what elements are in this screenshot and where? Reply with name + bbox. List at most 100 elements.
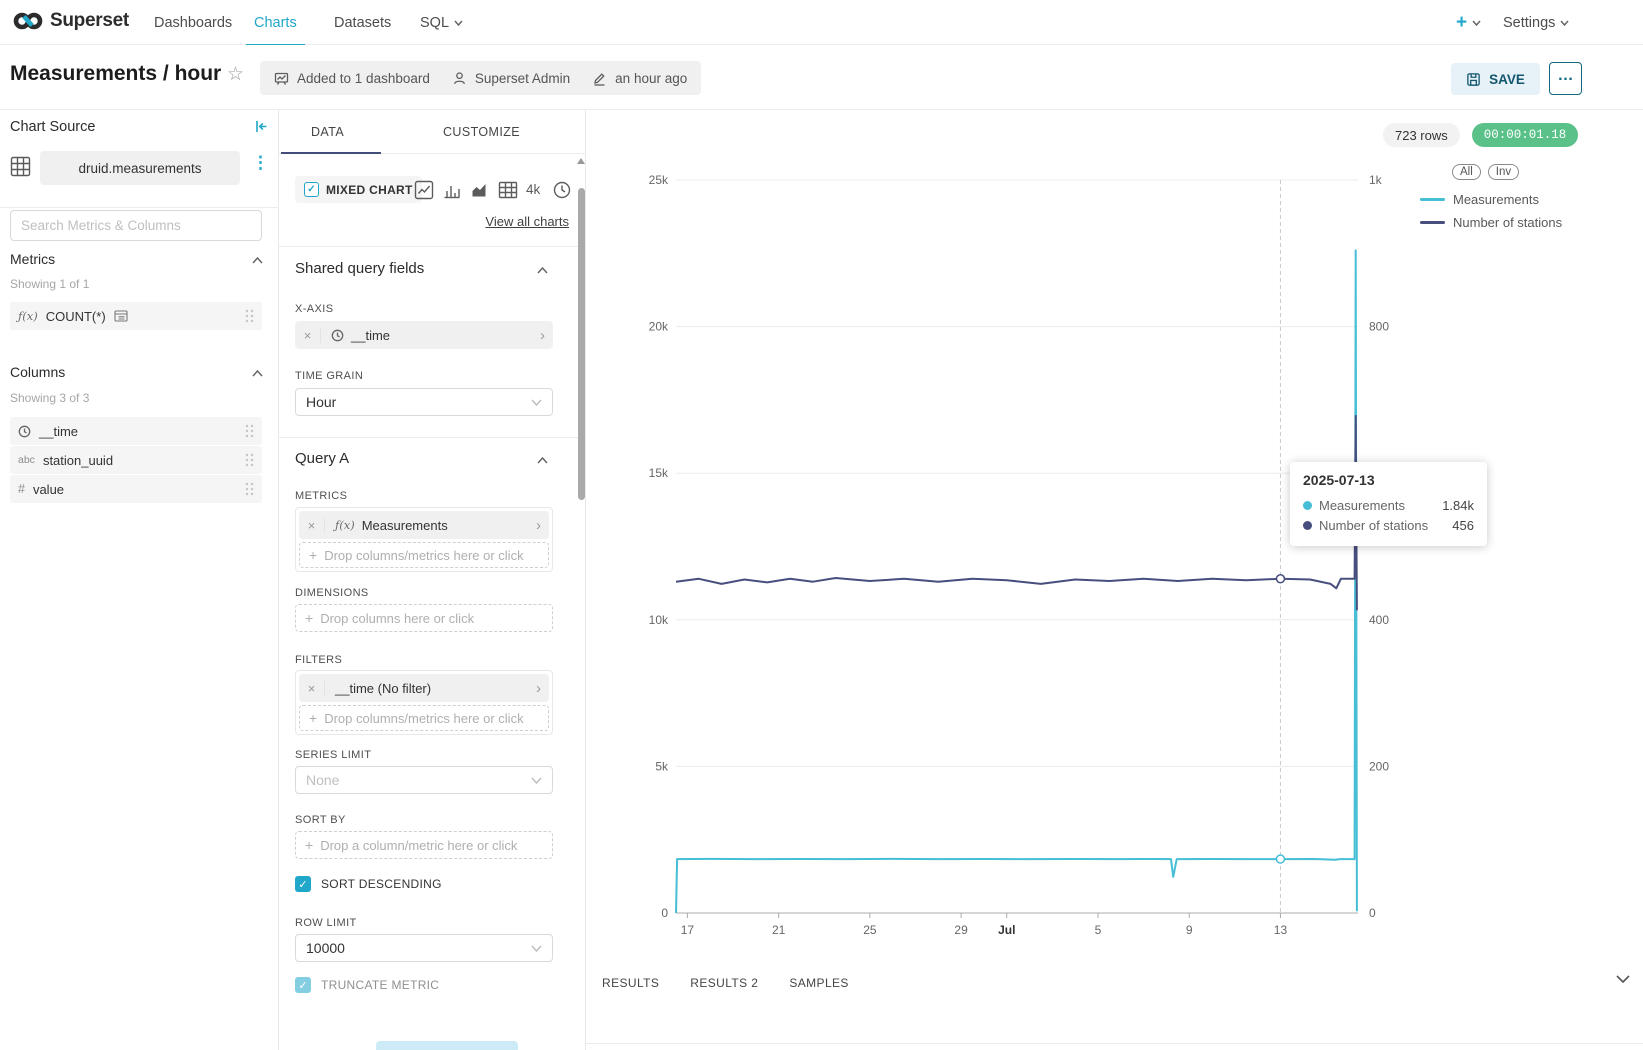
remove-icon[interactable]: ×	[299, 517, 325, 533]
tab-data[interactable]: DATA	[311, 125, 345, 139]
favorite-star-icon[interactable]: ☆	[227, 64, 245, 85]
collapse-results-icon[interactable]	[1615, 974, 1631, 984]
drag-handle-icon[interactable]	[245, 453, 254, 467]
series-limit-select[interactable]: None	[295, 766, 553, 794]
scrollbar-thumb[interactable]	[578, 188, 585, 500]
series-limit-label: SERIES LIMIT	[295, 749, 372, 761]
legend-inv-button[interactable]: Inv	[1487, 164, 1520, 180]
viz-line-chart-icon[interactable]	[414, 180, 434, 200]
dashboard-board-icon	[274, 72, 289, 85]
chevron-up-icon[interactable]	[252, 257, 263, 264]
plus-icon: +	[309, 547, 318, 563]
collapse-panel-icon[interactable]	[254, 119, 269, 134]
sort-by-dropzone[interactable]: + Drop a column/metric here or click	[295, 831, 553, 859]
viz-time-icon[interactable]	[552, 180, 572, 200]
row-limit-select[interactable]: 10000	[295, 934, 553, 962]
column-item-station-uuid[interactable]: abc station_uuid	[10, 446, 262, 474]
filter-pill[interactable]: × __time (No filter) ›	[299, 674, 549, 702]
chevron-up-icon[interactable]	[537, 457, 548, 464]
dimensions-label: DIMENSIONS	[295, 587, 369, 599]
dataset-options-icon[interactable]: ⋮	[252, 153, 270, 172]
metric-card-icon	[114, 310, 128, 322]
chevron-up-icon[interactable]	[537, 267, 548, 274]
tab-samples[interactable]: SAMPLES	[789, 976, 849, 990]
viz-bar-chart-icon[interactable]	[442, 180, 462, 200]
new-item-button[interactable]: +	[1440, 0, 1497, 45]
panel-scrollbar[interactable]	[577, 156, 586, 1050]
time-grain-select[interactable]: Hour	[295, 388, 553, 416]
function-icon: ƒ(x)	[18, 309, 38, 323]
divider	[0, 207, 279, 208]
sort-descending-checkbox[interactable]: ✓ SORT DESCENDING	[295, 876, 442, 892]
filters-dropzone[interactable]: + Drop columns/metrics here or click	[299, 705, 549, 731]
remove-icon[interactable]: ×	[299, 680, 325, 696]
plus-icon: +	[305, 610, 314, 626]
viz-type-selected[interactable]: ✓ MIXED CHART	[295, 176, 422, 203]
x-axis-pill[interactable]: × __time ›	[295, 321, 553, 349]
metric-item-count[interactable]: ƒ(x) COUNT(*)	[10, 302, 262, 330]
svg-text:0: 0	[1369, 906, 1376, 920]
function-icon: ƒ(x)	[335, 518, 355, 532]
control-tabs: DATA CUSTOMIZE	[279, 110, 586, 154]
results-bar: RESULTS RESULTS 2 SAMPLES	[586, 966, 1643, 1044]
divider	[279, 246, 586, 247]
search-input[interactable]	[10, 210, 262, 241]
viz-area-chart-icon[interactable]	[470, 180, 490, 200]
nav-item-sql[interactable]: SQL	[404, 0, 479, 45]
column-item-time[interactable]: __time	[10, 417, 262, 445]
row-limit-label: ROW LIMIT	[295, 917, 357, 929]
results-tabs: RESULTS RESULTS 2 SAMPLES	[602, 976, 849, 990]
pencil-edit-icon	[594, 72, 605, 86]
metrics-dropzone[interactable]: + Drop columns/metrics here or click	[299, 542, 549, 568]
query-a-title[interactable]: Query A	[295, 450, 350, 467]
legend-item-stations[interactable]: Number of stations	[1420, 215, 1562, 230]
tab-results-2[interactable]: RESULTS 2	[690, 976, 759, 990]
last-modified-meta[interactable]: an hour ago	[592, 71, 687, 86]
legend-item-measurements[interactable]: Measurements	[1420, 192, 1562, 207]
column-item-value[interactable]: # value	[10, 475, 262, 503]
caret-down-icon	[454, 20, 463, 26]
navbar: Superset Dashboards Charts Datasets SQL …	[0, 0, 1643, 46]
metric-pill[interactable]: × ƒ(x) Measurements ›	[299, 511, 549, 539]
tab-customize[interactable]: CUSTOMIZE	[443, 125, 520, 139]
svg-text:25: 25	[863, 923, 877, 937]
superset-logo[interactable]: Superset	[12, 7, 129, 35]
legend-all-button[interactable]: All	[1452, 164, 1481, 180]
svg-text:200: 200	[1369, 759, 1389, 773]
drag-handle-icon[interactable]	[245, 482, 254, 496]
scroll-up-arrow-icon[interactable]	[577, 158, 585, 164]
save-floppy-icon	[1467, 72, 1480, 86]
svg-text:9: 9	[1186, 923, 1193, 937]
view-all-charts-link[interactable]: View all charts	[485, 214, 569, 229]
dimensions-dropzone[interactable]: + Drop columns here or click	[295, 604, 553, 632]
nav-item-charts[interactable]: Charts	[238, 0, 313, 46]
svg-text:29: 29	[954, 923, 968, 937]
user-icon	[453, 71, 465, 84]
number-type-icon: #	[18, 482, 25, 496]
tab-results[interactable]: RESULTS	[602, 976, 660, 990]
drag-handle-icon[interactable]	[245, 424, 254, 438]
tooltip-row-stations: Number of stations 456	[1303, 515, 1474, 535]
settings-menu[interactable]: Settings	[1487, 0, 1585, 45]
metrics-section-title: Metrics	[10, 251, 56, 267]
dataset-name[interactable]: druid.measurements	[40, 151, 240, 185]
svg-text:800: 800	[1369, 320, 1389, 334]
nav-item-dashboards[interactable]: Dashboards	[154, 14, 233, 31]
viz-4k-icon[interactable]: 4k	[526, 182, 541, 197]
dashboards-meta[interactable]: Added to 1 dashboard	[274, 71, 430, 86]
columns-section-title: Columns	[10, 364, 66, 380]
chevron-up-icon[interactable]	[252, 370, 263, 377]
truncate-metric-checkbox[interactable]: ✓ TRUNCATE METRIC	[295, 977, 439, 993]
shared-query-fields-title[interactable]: Shared query fields	[295, 260, 425, 277]
owner-meta[interactable]: Superset Admin	[452, 71, 570, 86]
chart-area: 005k20010k40015k60020k80025k1k17212529Ju…	[586, 110, 1643, 1050]
drag-handle-icon[interactable]	[245, 309, 254, 323]
legend-line-swatch	[1420, 221, 1445, 224]
remove-icon[interactable]: ×	[295, 327, 321, 343]
svg-text:15k: 15k	[649, 466, 669, 480]
more-actions-button[interactable]: …	[1549, 62, 1582, 95]
nav-item-datasets[interactable]: Datasets	[334, 14, 392, 31]
chart-header: Measurements / hour ☆ Added to 1 dashboa…	[0, 45, 1643, 110]
viz-table-icon[interactable]	[498, 180, 518, 200]
save-button[interactable]: SAVE	[1451, 63, 1540, 95]
